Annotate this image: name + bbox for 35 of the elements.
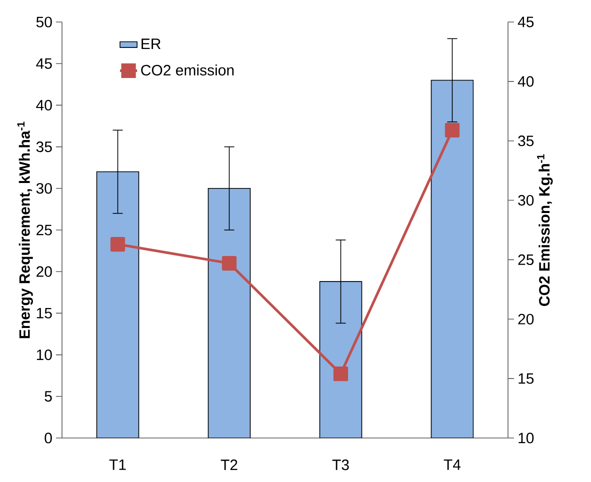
y-tick-label: 15 — [36, 308, 52, 318]
y2-tick-label: 40 — [518, 76, 534, 87]
y2-tick-label: 25 — [518, 254, 534, 266]
bar — [208, 188, 251, 438]
y-tick-label: 35 — [36, 141, 52, 152]
y-axis-title: Energy Requirement, kWh.ha$^{-1}$ — [17, 122, 33, 338]
bar — [96, 171, 140, 438]
y-tick-label: 0 — [44, 432, 52, 444]
point — [333, 366, 348, 382]
point — [222, 256, 237, 271]
bar — [430, 80, 474, 438]
y2-tick-label: 20 — [518, 314, 534, 324]
y-tick-label: 10 — [36, 349, 52, 360]
bar — [319, 281, 362, 438]
y2-tick-label: 45 — [518, 16, 534, 28]
y-tick-label: 50 — [36, 16, 52, 28]
point — [444, 122, 460, 138]
y2-tick-label: 15 — [518, 373, 534, 384]
y2-axis-title: CO2 Emission, Kg.h$^{-1}$ — [537, 154, 553, 306]
x-tick-label: T2 — [220, 460, 238, 470]
point — [110, 236, 126, 252]
x-tick-label: T4 — [444, 460, 461, 470]
y2-tick-label: 35 — [518, 136, 534, 146]
legend-label: ER — [142, 38, 161, 49]
y-tick-label: 25 — [36, 224, 52, 236]
legend-label: CO2 emission — [141, 64, 234, 76]
y-tick-label: 40 — [36, 100, 52, 111]
y-tick-label: 45 — [36, 58, 52, 69]
x-tick-label: T1 — [109, 460, 126, 470]
y2-tick-label: 30 — [518, 194, 534, 206]
x-tick-label: T3 — [332, 460, 349, 470]
y-tick-label: 20 — [36, 266, 52, 277]
y2-tick-label: 10 — [518, 432, 534, 444]
y-tick-label: 5 — [44, 391, 52, 402]
y-tick-label: 30 — [36, 183, 52, 194]
